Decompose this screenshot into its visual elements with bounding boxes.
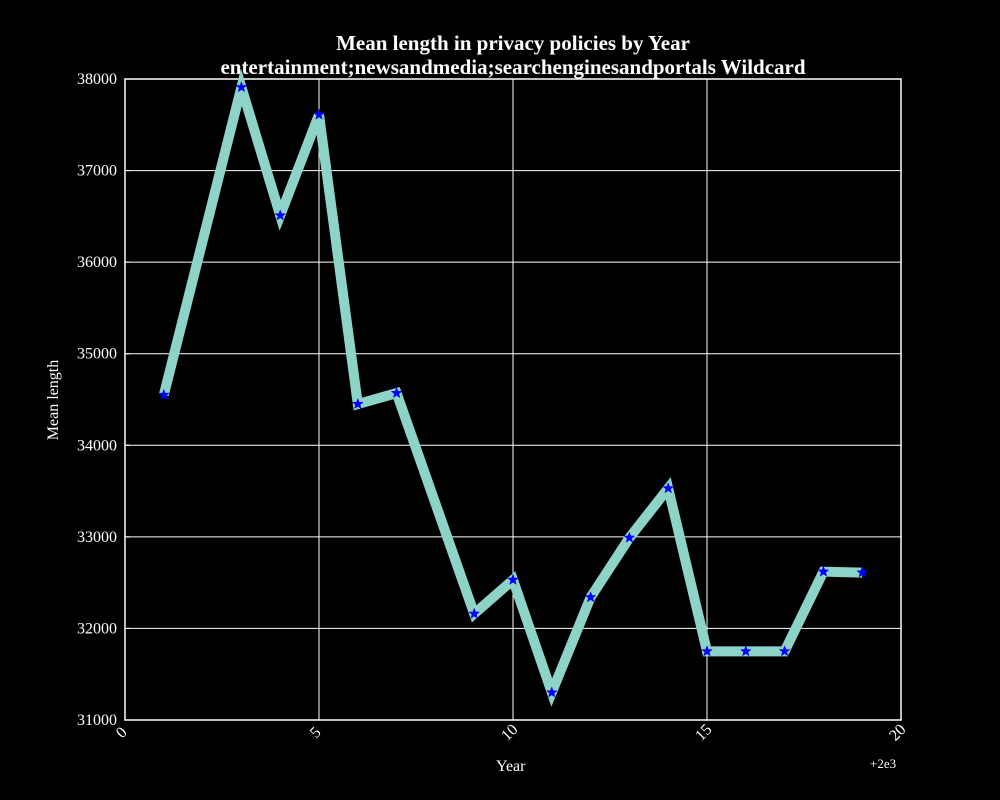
data-point-marker xyxy=(584,591,597,603)
data-point-marker xyxy=(778,645,791,657)
data-point-marker xyxy=(157,388,170,400)
data-point-marker xyxy=(662,482,675,494)
y-axis-label: Mean length xyxy=(45,359,62,441)
data-point-marker xyxy=(390,386,403,399)
data-point-marker xyxy=(739,645,752,657)
data-point-marker xyxy=(701,645,713,657)
data-point-marker xyxy=(545,686,558,698)
y-tick-label: 35000 xyxy=(77,346,117,363)
data-point-marker xyxy=(274,209,287,221)
chart-title: Mean length in privacy policies by Year xyxy=(336,31,690,55)
data-point-marker xyxy=(235,81,248,93)
data-point-marker xyxy=(623,531,636,543)
x-tick-label: 15 xyxy=(692,721,715,744)
chart-subtitle: entertainment;newsandmedia;searchengines… xyxy=(220,55,806,79)
y-tick-label: 33000 xyxy=(77,529,117,546)
x-tick-label: 10 xyxy=(498,721,521,744)
data-point-marker xyxy=(856,566,869,578)
x-offset-label: +2e3 xyxy=(870,756,897,771)
y-tick-label: 36000 xyxy=(77,254,117,271)
data-point-marker xyxy=(507,573,519,585)
data-point-marker xyxy=(313,108,325,120)
y-tick-label: 34000 xyxy=(77,437,117,454)
y-tick-label: 37000 xyxy=(77,163,117,180)
x-tick-label: 5 xyxy=(307,724,325,742)
x-tick-label: 20 xyxy=(886,721,909,744)
y-tick-label: 38000 xyxy=(77,71,117,88)
data-point-marker xyxy=(817,565,830,577)
y-tick-label: 31000 xyxy=(77,712,117,729)
y-tick-label: 32000 xyxy=(77,620,117,637)
data-point-marker xyxy=(351,397,364,410)
x-axis-label: Year xyxy=(496,758,526,775)
data-point-marker xyxy=(468,607,481,619)
